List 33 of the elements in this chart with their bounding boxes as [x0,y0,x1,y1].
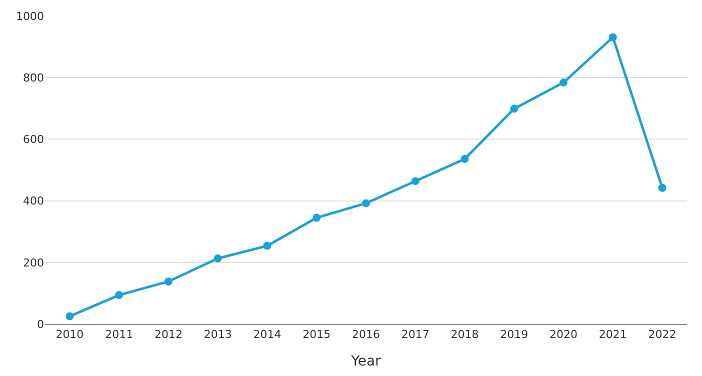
y-tick-label: 0 [37,318,44,331]
x-tick-label: 2012 [154,328,182,342]
y-tick-label: 200 [23,256,44,270]
x-tick-label: 2010 [56,328,84,342]
x-tick-label: 2016 [352,328,380,342]
point [263,242,272,250]
point [560,78,568,87]
x-tick-label: 2018 [450,328,479,342]
y-tick-label: 600 [23,133,44,146]
x-tick-label: 2021 [598,328,627,342]
x-tick-label: 2011 [105,328,134,342]
x-tick-label: 2019 [500,328,528,342]
x-tick-label: 2020 [550,328,578,342]
point [312,214,321,222]
point [115,291,124,300]
point [164,278,172,286]
x-axis-title: Year [350,354,382,370]
point [510,104,518,113]
x-tick-label: 2014 [253,328,282,342]
point [460,154,469,163]
point [411,177,420,186]
y-tick-label: 400 [23,194,44,208]
y-tick-label: 1000 [16,10,44,23]
point [658,184,666,192]
point [362,199,370,208]
x-tick-label: 2017 [401,328,430,342]
point [214,254,222,262]
x-tick-label: 2013 [204,328,232,342]
x-tick-label: 2022 [648,328,676,342]
point [608,33,617,42]
y-tick-label: 800 [23,71,44,84]
x-tick-label: 2015 [302,328,331,342]
point [66,312,74,320]
